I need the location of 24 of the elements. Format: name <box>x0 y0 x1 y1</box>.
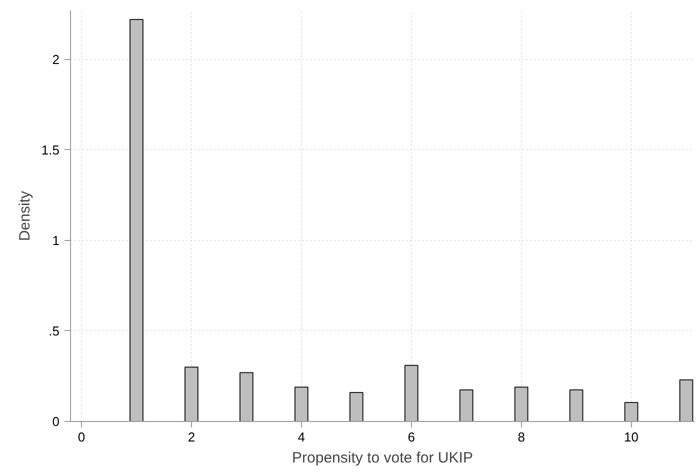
bar <box>569 389 584 422</box>
bar <box>349 392 364 422</box>
bar <box>294 386 308 422</box>
y-axis-title: Density <box>16 190 34 242</box>
y-tick-label: 1.5 <box>41 142 60 158</box>
x-tick-label: 10 <box>624 430 639 444</box>
y-tick-label: .5 <box>48 323 60 338</box>
bar <box>514 386 528 422</box>
x-axis-title: Propensity to vote for UKIP <box>292 450 473 466</box>
x-tick-label: 0 <box>78 430 86 444</box>
bar <box>184 366 198 422</box>
x-tick-label: 8 <box>518 430 525 444</box>
bar <box>624 402 638 422</box>
x-tick-label: 6 <box>408 430 415 444</box>
x-tick-label: 4 <box>298 430 306 444</box>
bar <box>679 379 694 422</box>
bar <box>130 19 144 422</box>
bar <box>459 389 474 422</box>
y-tick-label: 0 <box>52 414 60 429</box>
x-tick-label: 2 <box>188 430 196 444</box>
y-tick-label: 2 <box>52 52 60 67</box>
bar <box>239 372 254 422</box>
bar <box>404 364 418 422</box>
y-tick-label: 1 <box>52 232 60 248</box>
